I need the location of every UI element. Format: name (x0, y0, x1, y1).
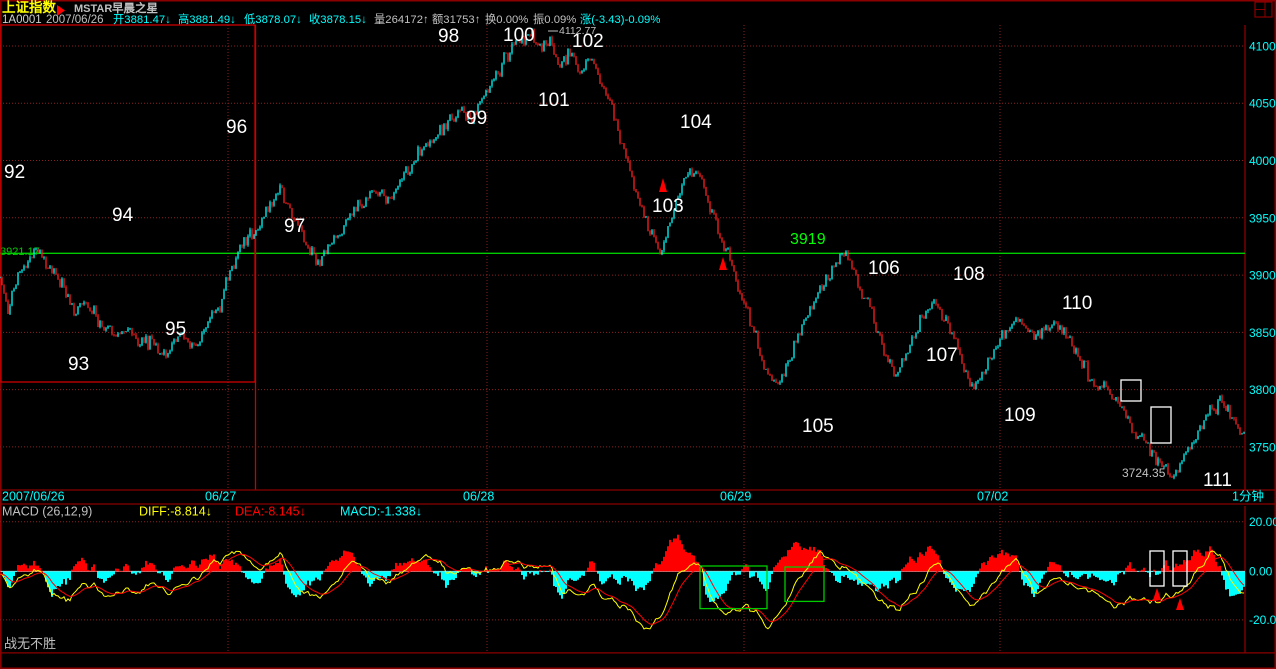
svg-text:110: 110 (1062, 293, 1092, 314)
svg-text:93: 93 (68, 354, 89, 375)
svg-text:4112.77: 4112.77 (559, 25, 596, 37)
svg-text:3724.35: 3724.35 (1122, 466, 1166, 480)
svg-text:103: 103 (652, 196, 684, 217)
svg-text:DIFF:-8.814↓: DIFF:-8.814↓ (139, 505, 212, 519)
svg-text:收3878.15↓: 收3878.15↓ (309, 12, 367, 26)
svg-text:早晨之星: 早晨之星 (112, 1, 158, 15)
svg-text:开3881.47↓: 开3881.47↓ (113, 14, 171, 26)
svg-text:0.00: 0.00 (1249, 564, 1273, 578)
svg-text:06/28: 06/28 (463, 490, 494, 504)
svg-text:104: 104 (680, 112, 712, 133)
svg-text:DEA:-8.145↓: DEA:-8.145↓ (235, 505, 306, 519)
svg-text:2007/06/26: 2007/06/26 (46, 14, 104, 26)
svg-text:MACD (26,12,9): MACD (26,12,9) (2, 505, 92, 519)
svg-text:3850.0: 3850.0 (1249, 326, 1276, 340)
svg-text:99: 99 (466, 108, 487, 129)
svg-text:额31753↑: 额31753↑ (432, 13, 480, 26)
svg-text:94: 94 (112, 205, 134, 226)
svg-text:战无不胜: 战无不胜 (4, 636, 56, 651)
svg-text:3750.0: 3750.0 (1249, 440, 1276, 454)
svg-text:3919: 3919 (790, 231, 826, 248)
svg-text:高3881.49↓: 高3881.49↓ (178, 12, 236, 26)
svg-text:106: 106 (868, 258, 900, 279)
svg-text:20.00: 20.00 (1249, 515, 1276, 529)
svg-text:07/02: 07/02 (977, 490, 1008, 504)
svg-text:3950.0: 3950.0 (1249, 211, 1276, 225)
svg-text:98: 98 (438, 26, 459, 47)
svg-text:107: 107 (926, 345, 958, 366)
svg-text:换0.00%: 换0.00% (485, 12, 528, 26)
svg-text:108: 108 (953, 264, 985, 285)
svg-text:109: 109 (1004, 405, 1036, 426)
svg-text:3900.0: 3900.0 (1249, 269, 1276, 283)
svg-text:低3878.07↓: 低3878.07↓ (244, 13, 302, 26)
svg-text:量264172↑: 量264172↑ (374, 13, 429, 26)
svg-text:06/27: 06/27 (205, 490, 236, 504)
svg-text:95: 95 (165, 319, 186, 340)
svg-text:1A0001: 1A0001 (2, 14, 42, 26)
svg-text:1分钟: 1分钟 (1232, 489, 1264, 504)
svg-text:3800.0: 3800.0 (1249, 383, 1276, 397)
svg-text:105: 105 (802, 416, 834, 437)
svg-text:96: 96 (226, 117, 247, 138)
svg-text:4100.0: 4100.0 (1249, 40, 1276, 54)
svg-text:4050.0: 4050.0 (1249, 97, 1276, 111)
svg-text:MACD:-1.338↓: MACD:-1.338↓ (340, 505, 422, 519)
svg-text:92: 92 (4, 162, 25, 183)
svg-text:4000.0: 4000.0 (1249, 154, 1276, 168)
svg-text:06/29: 06/29 (720, 490, 751, 504)
svg-text:上证指数: 上证指数 (2, 0, 56, 15)
svg-text:2007/06/26: 2007/06/26 (2, 490, 65, 504)
svg-text:111: 111 (1203, 470, 1232, 491)
svg-text:-20.00: -20.00 (1249, 613, 1276, 627)
svg-text:振0.09%: 振0.09% (533, 12, 576, 26)
svg-text:101: 101 (538, 90, 570, 111)
svg-text:97: 97 (284, 216, 305, 237)
svg-text:100: 100 (503, 25, 535, 46)
